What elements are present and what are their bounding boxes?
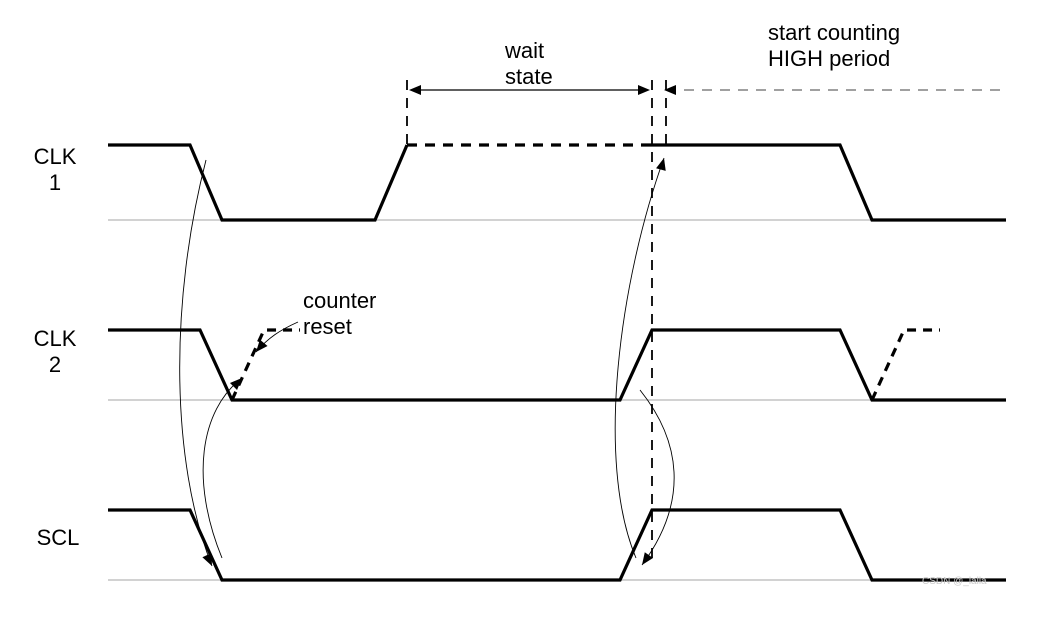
counter-reset-line1: counter	[303, 288, 376, 313]
arrowhead-scl_to_clk1_rise-icon	[656, 157, 669, 171]
start-counting-line2: HIGH period	[768, 46, 890, 71]
counter-reset-line2: reset	[303, 314, 352, 339]
start-counting-line1: start counting	[768, 20, 900, 45]
clk2-label-line2: 2	[49, 352, 61, 377]
wait-state-line2: state	[505, 64, 553, 89]
clk2-waveform	[108, 330, 1006, 400]
wait-arrow-left-icon	[409, 85, 421, 95]
clk1-label-line1: CLK	[34, 144, 77, 169]
clk1-label-line2: 1	[49, 170, 61, 195]
wait-arrow-right-icon	[638, 85, 650, 95]
annotations	[407, 80, 1006, 565]
watermark-text: CSDN @_lalla	[922, 576, 987, 587]
arrowhead-scl_to_clk2_reset-icon	[230, 374, 246, 390]
arrowhead-clk2_to_scl_rise-icon	[638, 552, 653, 568]
signal-waveforms	[108, 145, 1006, 580]
scl-label: SCL	[37, 525, 80, 550]
dashed-waveforms	[232, 145, 940, 400]
arrow-clk1_to_scl_fall	[180, 160, 212, 566]
scl-waveform	[108, 510, 1006, 580]
timing-diagram: CLK 1 CLK 2 SCL wait state start countin…	[0, 0, 1042, 632]
clk2-reset-dashed-2	[872, 330, 940, 400]
clk2-label-line1: CLK	[34, 326, 77, 351]
clk1-waveform	[108, 145, 1006, 220]
wait-state-line1: wait	[504, 38, 544, 63]
arrow-clk2_to_scl_rise	[640, 390, 674, 565]
clk2-reset-dashed-1	[232, 330, 300, 400]
arrow-scl_to_clk2_reset	[203, 378, 242, 558]
